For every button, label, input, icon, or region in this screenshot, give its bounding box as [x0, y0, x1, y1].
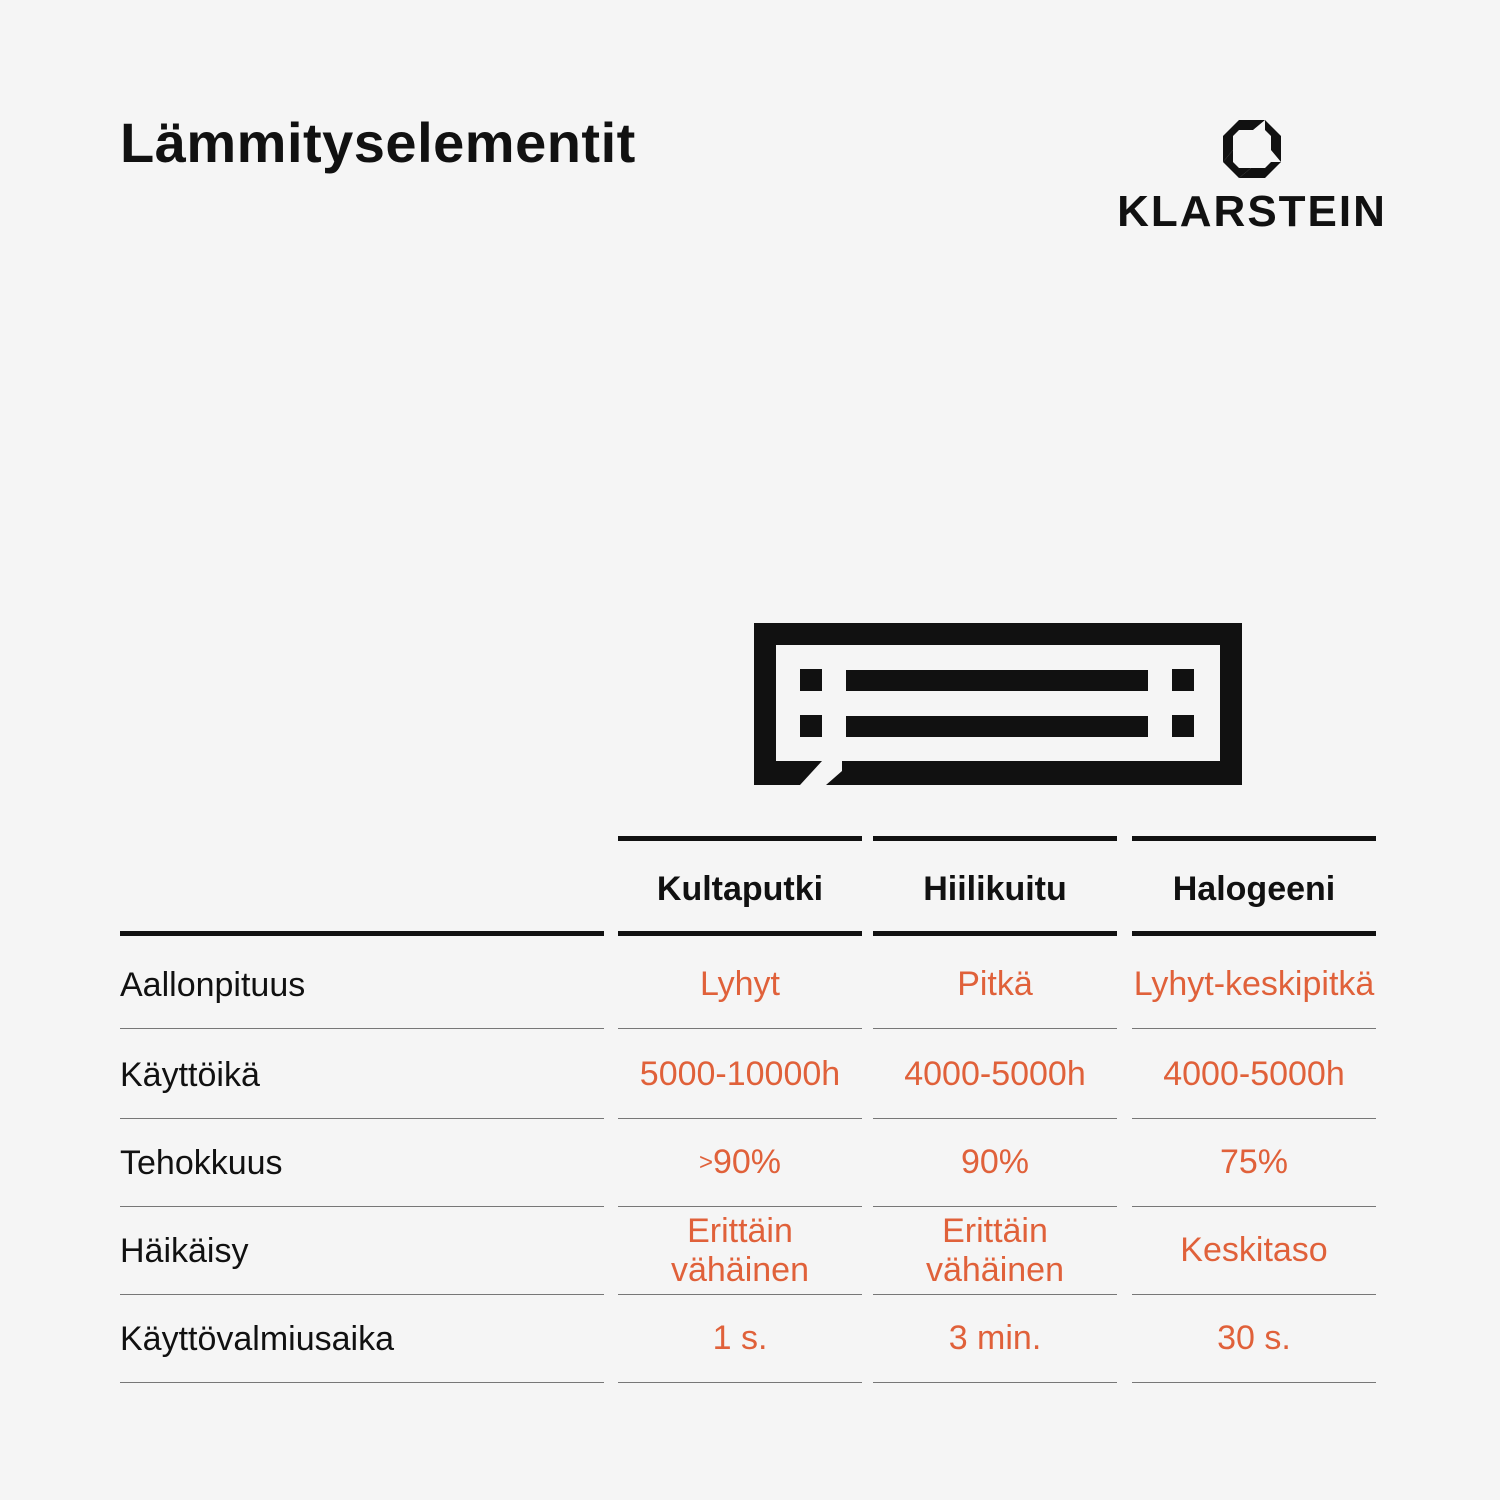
column-header: Hiilikuitu: [923, 869, 1067, 908]
row-divider: [1132, 1294, 1376, 1295]
row-divider: [873, 1294, 1117, 1295]
row-divider: [120, 1206, 604, 1207]
infrared-heater-icon: [754, 623, 1242, 785]
row-divider: [618, 1206, 862, 1207]
header-rule: [618, 931, 862, 936]
column-header: Halogeeni: [1172, 869, 1336, 908]
row-divider: [618, 1294, 862, 1295]
row-label: Aallonpituus: [120, 965, 306, 1004]
row-divider: [120, 1294, 604, 1295]
table-cell: 3 min.: [948, 1319, 1042, 1358]
table-cell: Keskitaso: [1180, 1231, 1328, 1270]
row-label: Tehokkuus: [120, 1143, 283, 1182]
table-cell: 4000-5000h: [1163, 1055, 1345, 1094]
row-divider: [873, 1382, 1117, 1383]
table-cell: 1 s.: [712, 1319, 768, 1358]
table-cell: 75%: [1219, 1143, 1289, 1182]
column-header: Kultaputki: [656, 869, 824, 908]
table-cell-line: Erittäin: [687, 1211, 793, 1250]
row-divider: [873, 1118, 1117, 1119]
brand-name: KLARSTEIN: [1117, 187, 1387, 236]
row-divider: [618, 1382, 862, 1383]
table-cell: 5000-10000h: [639, 1055, 841, 1094]
row-divider: [120, 1118, 604, 1119]
table-cell: 30 s.: [1217, 1319, 1291, 1358]
row-divider: [1132, 1118, 1376, 1119]
table-cell: Pitkä: [957, 965, 1033, 1004]
table-cell: >90%: [618, 1119, 862, 1207]
header-rule: [120, 931, 604, 936]
page-title: Lämmityselementit: [120, 111, 636, 174]
row-divider: [1132, 1206, 1376, 1207]
header-rule: [873, 931, 1117, 936]
comparison-prefix: >: [698, 1149, 713, 1177]
column-top-rule: [1132, 836, 1376, 841]
row-label: Käyttövalmiusaika: [120, 1319, 395, 1358]
brand-logo: KLARSTEIN: [1112, 118, 1392, 234]
row-divider: [1132, 1028, 1376, 1029]
table-cell: Erittäin vähäinen: [618, 1207, 862, 1295]
table-cell: Lyhyt-keskipitkä: [1133, 965, 1375, 1004]
column-top-rule: [873, 836, 1117, 841]
klarstein-logo-icon: [1223, 120, 1281, 178]
table-cell: 90%: [960, 1143, 1030, 1182]
row-divider: [1132, 1382, 1376, 1383]
row-divider: [618, 1028, 862, 1029]
table-cell: Lyhyt: [699, 965, 780, 1004]
row-divider: [120, 1028, 604, 1029]
table-cell-line: Erittäin: [942, 1211, 1048, 1250]
table-cell: 4000-5000h: [904, 1055, 1086, 1094]
row-divider: [873, 1028, 1117, 1029]
table-cell-value: 90%: [712, 1143, 782, 1182]
row-divider: [120, 1382, 604, 1383]
column-top-rule: [618, 836, 862, 841]
table-cell-line: vähäinen: [925, 1251, 1064, 1289]
row-label: Käyttöikä: [120, 1055, 260, 1094]
table-cell-line: vähäinen: [670, 1251, 809, 1289]
header-rule: [1132, 931, 1376, 936]
row-label: Häikäisy: [120, 1231, 249, 1270]
row-divider: [618, 1118, 862, 1119]
row-divider: [873, 1206, 1117, 1207]
table-cell: Erittäin vähäinen: [873, 1207, 1117, 1295]
